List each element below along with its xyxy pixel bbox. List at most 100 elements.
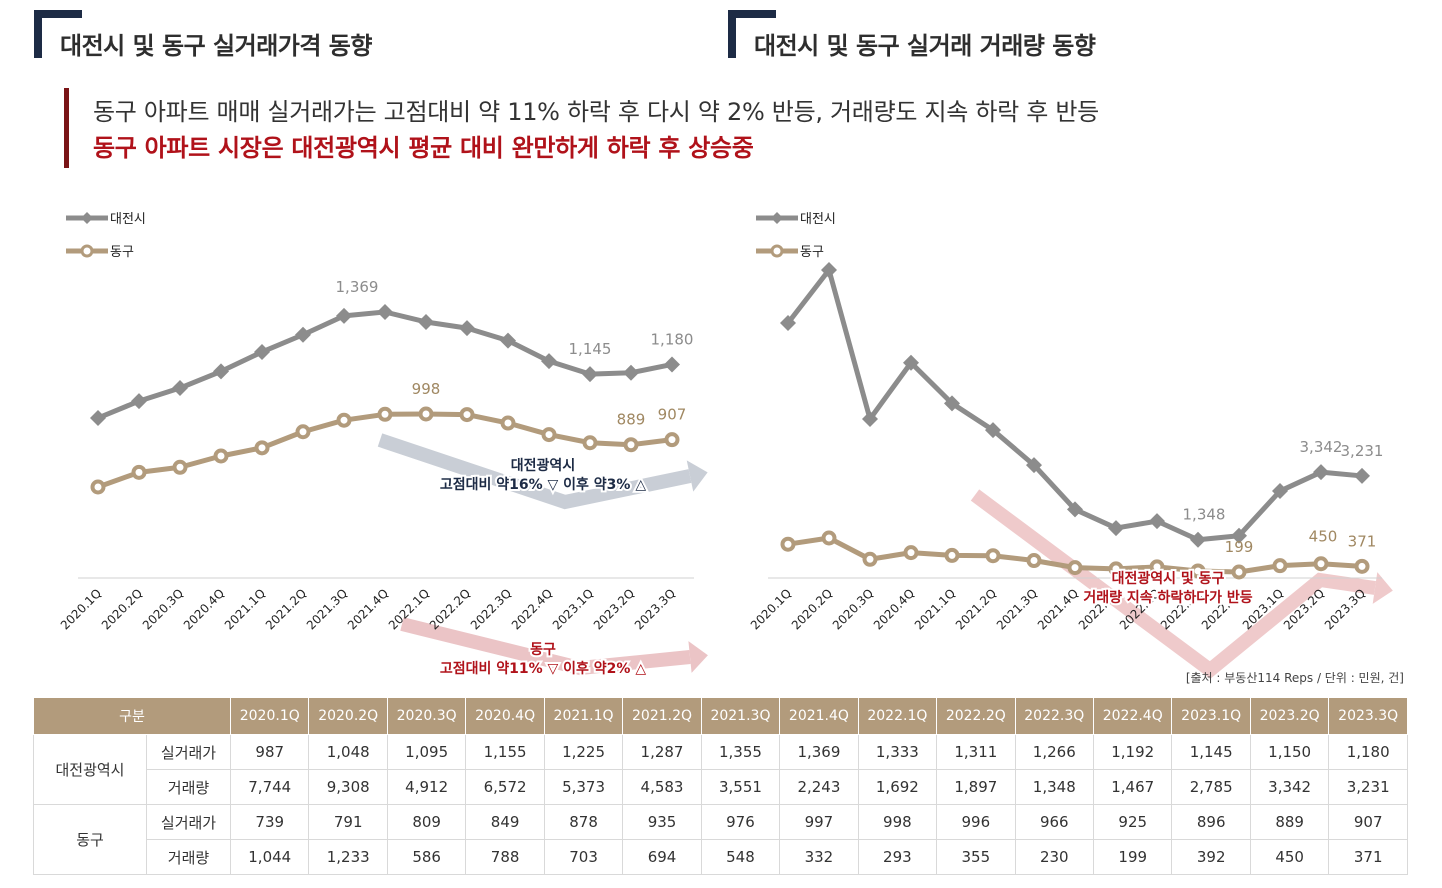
data-point-marker xyxy=(623,437,639,453)
table-cell: 1,145 xyxy=(1171,734,1251,770)
data-point-marker xyxy=(821,262,837,278)
data-label: 998 xyxy=(412,380,441,398)
table-cell: 1,048 xyxy=(308,734,388,770)
data-point-marker xyxy=(418,313,434,330)
table-cell: 3,231 xyxy=(1328,769,1408,805)
price-section-title: 대전시 및 동구 실거래가격 동향 xyxy=(34,10,554,62)
data-point-marker xyxy=(336,307,352,324)
table-cell: 230 xyxy=(1014,839,1095,875)
table-cell: 997 xyxy=(779,804,859,840)
annotation-text: 고점대비 약16% ▽ 이후 약3% △ xyxy=(440,476,646,493)
data-point-marker xyxy=(821,530,837,546)
table-group-label: 동구 xyxy=(33,804,147,875)
data-label: 1,369 xyxy=(336,278,379,296)
data-point-marker xyxy=(254,440,270,456)
annotation-text: 고점대비 약11% ▽ 이후 약2% △ xyxy=(440,660,646,677)
table-cell: 966 xyxy=(1014,804,1095,840)
x-tick-label: 2021.1Q xyxy=(912,586,958,632)
data-point-marker xyxy=(1108,561,1124,577)
table-column-header: 2020.1Q xyxy=(230,697,310,735)
data-point-marker xyxy=(1067,501,1083,518)
data-point-marker xyxy=(985,548,1001,564)
data-point-marker xyxy=(862,551,878,567)
table-cell: 998 xyxy=(857,804,938,840)
x-tick-label: 2021.4Q xyxy=(345,586,391,632)
x-tick-label: 2022.2Q xyxy=(427,586,473,632)
table-cell: 1,467 xyxy=(1092,769,1173,805)
x-tick-label: 2023.3Q xyxy=(632,586,678,632)
x-tick-label: 2020.4Q xyxy=(871,586,917,632)
table-cell: 332 xyxy=(779,839,859,875)
data-point-marker xyxy=(1313,556,1329,572)
table-cell: 896 xyxy=(1171,804,1251,840)
x-tick-label: 2020.3Q xyxy=(140,586,186,632)
data-point-marker xyxy=(172,459,188,475)
data-point-marker xyxy=(459,407,475,423)
table-cell: 996 xyxy=(936,804,1016,840)
table-column-header: 2021.2Q xyxy=(622,697,702,735)
table-column-header: 2022.1Q xyxy=(857,697,938,735)
table-cell: 1,150 xyxy=(1249,734,1330,770)
table-cell: 548 xyxy=(700,839,781,875)
headline-line1: 동구 아파트 매매 실거래가는 고점대비 약 11% 하락 후 다시 약 2% … xyxy=(93,98,1099,126)
table-row-label: 실거래가 xyxy=(145,804,232,840)
table-cell: 739 xyxy=(230,804,310,840)
x-tick-label: 2022.4Q xyxy=(509,586,555,632)
x-tick-label: 2020.2Q xyxy=(99,586,145,632)
legend-label: 대전시 xyxy=(800,212,836,227)
table-cell: 987 xyxy=(230,734,310,770)
x-tick-label: 2023.2Q xyxy=(591,586,637,632)
table-row: 거래량 1,044 1,233 586 788 703 694 548 332 293 355 230… xyxy=(34,839,1408,875)
data-label: 1,145 xyxy=(569,340,612,358)
data-point-marker xyxy=(862,410,878,427)
table-cell: 1,266 xyxy=(1014,734,1095,770)
table-cell: 3,551 xyxy=(700,769,781,805)
table-cell: 2,785 xyxy=(1171,769,1251,805)
data-point-marker xyxy=(172,380,188,397)
table-column-header: 2020.3Q xyxy=(386,697,467,735)
x-tick-label: 2021.4Q xyxy=(1035,586,1081,632)
table-cell: 791 xyxy=(308,804,388,840)
table-cell: 4,583 xyxy=(622,769,702,805)
annotation-text: 거래량 지속 하락하다가 반등 xyxy=(1083,589,1252,606)
title-corner-icon xyxy=(728,10,776,58)
table-cell: 1,155 xyxy=(465,734,545,770)
data-point-marker xyxy=(1231,527,1247,544)
table-cell: 889 xyxy=(1249,804,1330,840)
data-point-marker xyxy=(1354,467,1370,484)
data-point-marker xyxy=(213,363,229,380)
legend-label: 동구 xyxy=(800,245,824,260)
table-column-header: 2023.1Q xyxy=(1171,697,1251,735)
data-point-marker xyxy=(541,427,557,443)
table-column-header: 2022.4Q xyxy=(1092,697,1173,735)
table-cell: 1,095 xyxy=(386,734,467,770)
table-column-header: 2023.3Q xyxy=(1328,697,1408,735)
trend-arrow-head-icon xyxy=(688,641,708,673)
table-cell: 586 xyxy=(386,839,467,875)
x-tick-label: 2021.3Q xyxy=(304,586,350,632)
annotation-text: 대전광역시 및 동구 xyxy=(1112,570,1225,587)
table-column-header: 2023.2Q xyxy=(1249,697,1330,735)
data-label: 1,348 xyxy=(1183,506,1226,524)
legend-label: 대전시 xyxy=(110,212,146,227)
x-tick-label: 2020.1Q xyxy=(748,586,794,632)
table-cell: 703 xyxy=(543,839,624,875)
table-cell: 392 xyxy=(1171,839,1251,875)
data-label: 907 xyxy=(658,406,687,424)
table-cell: 3,342 xyxy=(1249,769,1330,805)
data-point-marker xyxy=(985,422,1001,439)
data-point-marker xyxy=(903,545,919,561)
data-label: 199 xyxy=(1225,538,1254,556)
data-point-marker xyxy=(90,410,106,426)
table-column-header: 2022.2Q xyxy=(936,697,1016,735)
x-tick-label: 2022.3Q xyxy=(468,586,514,632)
x-tick-label: 2023.3Q xyxy=(1322,586,1368,632)
data-point-marker xyxy=(780,536,796,552)
legend-marker-icon xyxy=(81,212,93,224)
data-point-marker xyxy=(582,435,598,451)
trend-arrow-head-icon xyxy=(1372,572,1393,604)
table-column-header: 2020.4Q xyxy=(465,697,545,735)
data-point-marker xyxy=(377,406,393,422)
table-cell: 7,744 xyxy=(230,769,310,805)
